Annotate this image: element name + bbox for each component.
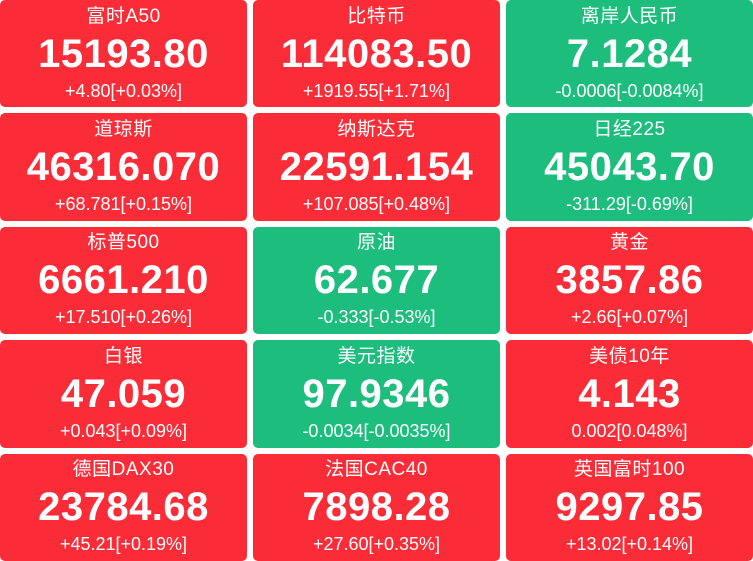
market-tile-name: 美元指数 [337, 345, 416, 367]
market-tile-name: 纳斯达克 [337, 119, 416, 141]
market-tile-value: 45043.70 [544, 145, 715, 190]
market-tile-change: +27.60[+0.35%] [312, 534, 441, 555]
market-tile[interactable]: 标普500 6661.210 +17.510[+0.26%] [0, 226, 247, 335]
market-tile-change: 0.002[0.048%] [571, 420, 688, 441]
market-tile[interactable]: 道琼斯 46316.070 +68.781[+0.15%] [0, 113, 247, 221]
market-tile-change: +1919.55[+1.71%] [302, 80, 451, 101]
market-tile-value: 47.059 [60, 371, 187, 416]
market-tile[interactable]: 英国富时100 9297.85 +13.02[+0.14%] [506, 453, 753, 561]
market-tile-name: 德国DAX30 [72, 459, 175, 481]
market-tile-name: 黄金 [609, 232, 649, 254]
market-tile-name: 比特币 [347, 5, 406, 27]
market-tile-value: 9297.85 [555, 485, 704, 530]
market-tile[interactable]: 富时A50 15193.80 +4.80[+0.03%] [0, 0, 247, 108]
market-tile-change: +68.781[+0.15%] [54, 194, 193, 215]
market-tile-value: 6661.210 [38, 258, 209, 303]
market-tile-value: 62.677 [313, 258, 440, 303]
market-tile-change: -0.0006[-0.0084%] [555, 80, 704, 101]
market-tile-change: +13.02[+0.14%] [565, 534, 694, 555]
market-tile-change: +107.085[+0.48%] [302, 194, 451, 215]
market-tile-value: 15193.80 [38, 31, 209, 76]
market-tile-change: -0.333[-0.53%] [317, 307, 436, 328]
market-tile[interactable]: 法国CAC40 7898.28 +27.60[+0.35%] [253, 453, 500, 561]
market-tile-value: 7.1284 [566, 31, 693, 76]
market-tile-value: 22591.154 [279, 145, 474, 190]
market-tile[interactable]: 美元指数 97.9346 -0.0034[-0.0035%] [253, 340, 500, 448]
market-tile-name: 道琼斯 [94, 119, 153, 141]
market-tile-value: 97.9346 [302, 371, 451, 416]
market-tile[interactable]: 纳斯达克 22591.154 +107.085[+0.48%] [253, 113, 500, 221]
market-tile-change: -311.29[-0.69%] [566, 194, 693, 215]
market-tile-name: 法国CAC40 [325, 459, 428, 481]
market-tile-name: 日经225 [593, 119, 666, 141]
market-tile[interactable]: 原油 62.677 -0.333[-0.53%] [253, 226, 500, 335]
market-tile[interactable]: 比特币 114083.50 +1919.55[+1.71%] [253, 0, 500, 108]
market-tile-change: +45.21[+0.19%] [59, 534, 188, 555]
market-tile-name: 英国富时100 [573, 459, 686, 481]
market-tile[interactable]: 德国DAX30 23784.68 +45.21[+0.19%] [0, 453, 247, 561]
market-tile-change: +4.80[+0.03%] [64, 80, 183, 101]
market-tile-name: 美债10年 [589, 345, 670, 367]
market-tile-name: 富时A50 [86, 5, 161, 27]
market-tile-name: 原油 [356, 232, 396, 254]
market-tile-value: 23784.68 [38, 485, 209, 530]
market-tile-name: 离岸人民币 [580, 5, 679, 27]
market-tile-value: 3857.86 [555, 258, 704, 303]
market-tile-value: 4.143 [578, 371, 681, 416]
market-tile[interactable]: 白银 47.059 +0.043[+0.09%] [0, 340, 247, 448]
market-tile-value: 46316.070 [26, 145, 221, 190]
market-tile[interactable]: 日经225 45043.70 -311.29[-0.69%] [506, 113, 753, 221]
market-tile-change: -0.0034[-0.0035%] [302, 420, 451, 441]
market-tile-name: 白银 [103, 345, 143, 367]
market-tile-value: 114083.50 [280, 31, 473, 76]
market-tile[interactable]: 美债10年 4.143 0.002[0.048%] [506, 340, 753, 448]
market-tile-change: +0.043[+0.09%] [59, 420, 188, 441]
market-tile[interactable]: 离岸人民币 7.1284 -0.0006[-0.0084%] [506, 0, 753, 108]
market-tile-change: +17.510[+0.26%] [54, 307, 193, 328]
market-tile-change: +2.66[+0.07%] [570, 307, 689, 328]
market-tile[interactable]: 黄金 3857.86 +2.66[+0.07%] [506, 226, 753, 335]
market-tile-value: 7898.28 [302, 485, 451, 530]
market-tile-name: 标普500 [87, 232, 160, 254]
